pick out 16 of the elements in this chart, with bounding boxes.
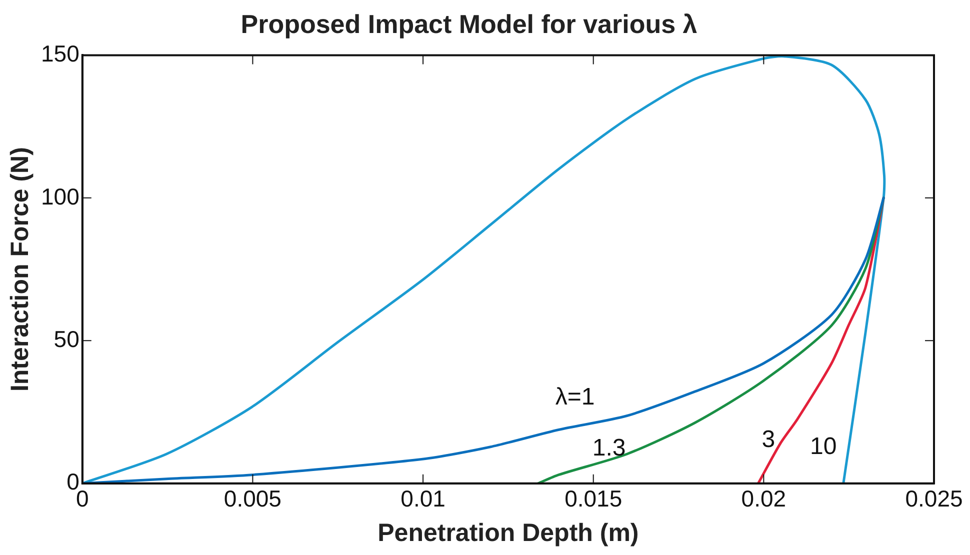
y-tick-label: 100 — [41, 183, 80, 210]
series-label: 3 — [762, 426, 776, 454]
x-tick-label: 0.02 — [741, 486, 786, 512]
y-axis-title: Interaction Force (N) — [6, 147, 34, 392]
chart-title: Proposed Impact Model for various λ — [240, 8, 698, 39]
series-label: λ=1 — [555, 383, 595, 410]
x-axis-title: Penetration Depth (m) — [378, 518, 639, 547]
x-tick-label: 0.015 — [564, 486, 622, 512]
y-tick-label: 50 — [54, 326, 80, 352]
y-tick-label: 150 — [41, 40, 80, 67]
x-tick-label: 0.01 — [400, 486, 446, 512]
series-label: 1.3 — [592, 434, 626, 462]
x-tick-label: 0.025 — [905, 486, 963, 512]
x-tick-label: 0.005 — [224, 486, 282, 512]
line-series — [82, 196, 885, 484]
series-label: 10 — [810, 433, 837, 460]
